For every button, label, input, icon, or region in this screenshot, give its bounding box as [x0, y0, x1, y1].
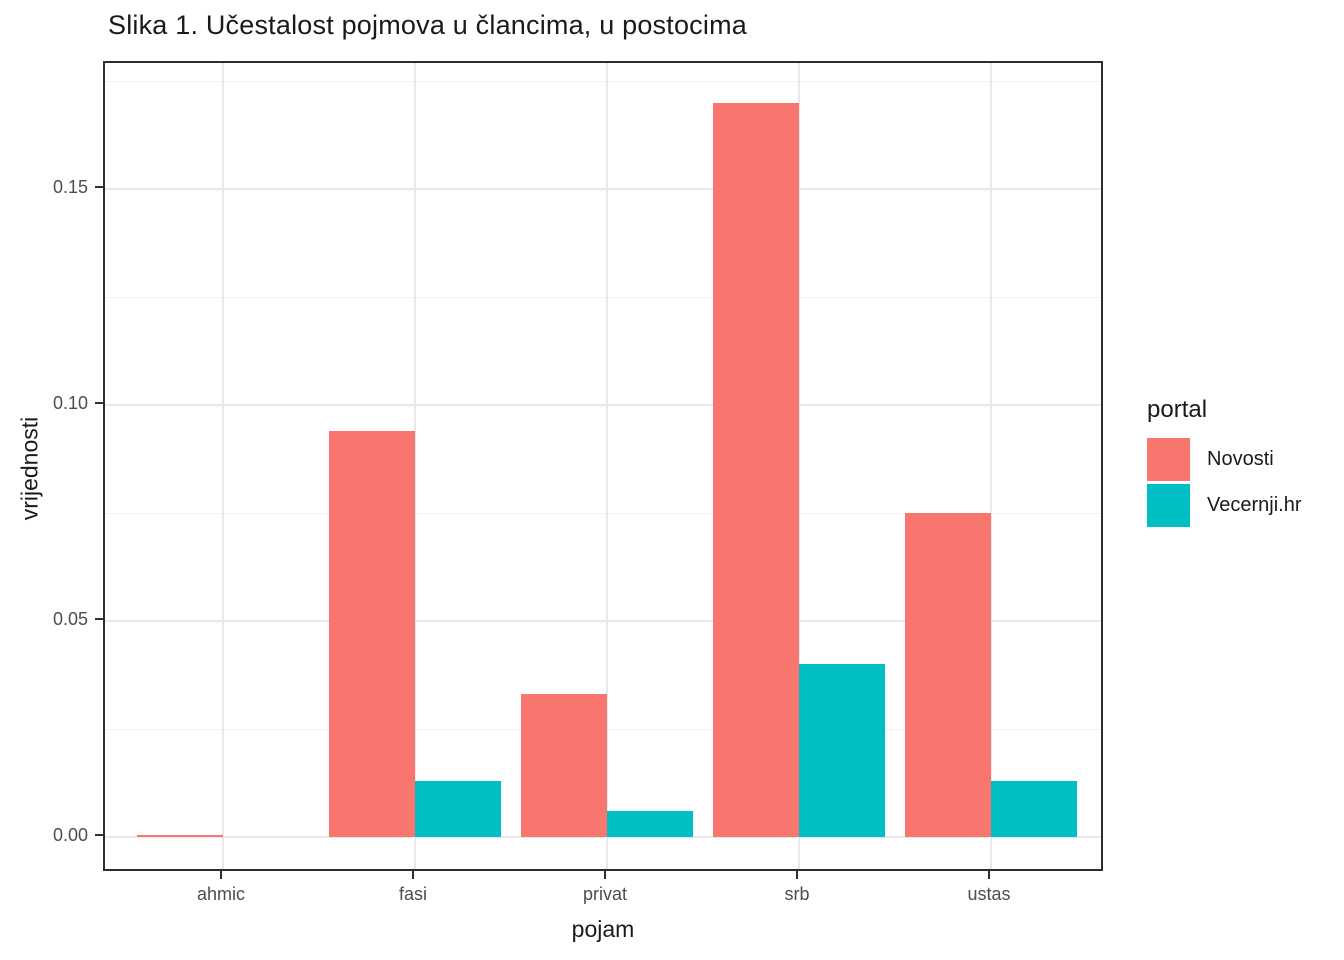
bar-fasi-novosti: [329, 431, 415, 837]
grid-vertical-line: [798, 63, 800, 869]
chart-title: Slika 1. Učestalost pojmova u člancima, …: [108, 10, 747, 40]
grid-major-line: [105, 188, 1101, 190]
x-tick-mark: [604, 871, 606, 879]
x-tick-label: ustas: [967, 884, 1011, 904]
grid-minor-line: [105, 512, 1101, 514]
y-tick-mark: [95, 186, 103, 188]
legend-items: Novosti Vecernji.hr: [1147, 438, 1302, 527]
legend: portal Novosti Vecernji.hr: [1147, 396, 1302, 530]
grid-vertical-line: [606, 63, 608, 869]
grid-vertical-line: [990, 63, 992, 869]
y-tick-label: 0.15: [52, 177, 88, 197]
bar-ahmic-novosti: [137, 835, 223, 837]
grid-minor-line: [105, 296, 1101, 298]
legend-label: Vecernji.hr: [1207, 494, 1302, 516]
y-tick-mark: [95, 834, 103, 836]
x-axis-title: pojam: [571, 916, 635, 942]
y-tick-mark: [95, 618, 103, 620]
x-tick-mark: [988, 871, 990, 879]
y-tick-label: 0.00: [52, 825, 88, 845]
y-tick-label: 0.05: [52, 609, 88, 629]
legend-swatch-vecernjihr: [1147, 484, 1190, 527]
bar-ustas-vecernjihr: [991, 781, 1077, 837]
grid-major-line: [105, 836, 1101, 838]
bar-privat-novosti: [521, 694, 607, 837]
grid-minor-line: [105, 80, 1101, 82]
bar-fasi-vecernjihr: [415, 781, 501, 837]
legend-item: Novosti: [1147, 438, 1302, 481]
x-tick-label: srb: [784, 884, 810, 904]
y-axis-title: vrijednosti: [16, 416, 43, 521]
plot-panel: [103, 61, 1103, 871]
legend-title: portal: [1147, 396, 1208, 423]
x-tick-label: privat: [582, 884, 627, 904]
grid-vertical-line: [222, 63, 224, 869]
x-tick-mark: [220, 871, 222, 879]
legend-item: Vecernji.hr: [1147, 484, 1302, 527]
grid-major-line: [105, 620, 1101, 622]
grid-vertical-line: [414, 63, 416, 869]
x-tick-label: fasi: [398, 884, 427, 904]
legend-swatch-novosti: [1147, 438, 1190, 481]
x-tick-label: ahmic: [196, 884, 245, 904]
y-tick-mark: [95, 402, 103, 404]
bar-srb-vecernjihr: [799, 664, 885, 837]
bar-privat-vecernjihr: [607, 811, 693, 837]
y-tick-label: 0.10: [52, 393, 88, 413]
bar-ustas-novosti: [905, 513, 991, 837]
x-tick-mark: [412, 871, 414, 879]
x-tick-mark: [796, 871, 798, 879]
legend-label: Novosti: [1207, 448, 1274, 470]
bar-srb-novosti: [713, 103, 799, 837]
grid-major-line: [105, 404, 1101, 406]
